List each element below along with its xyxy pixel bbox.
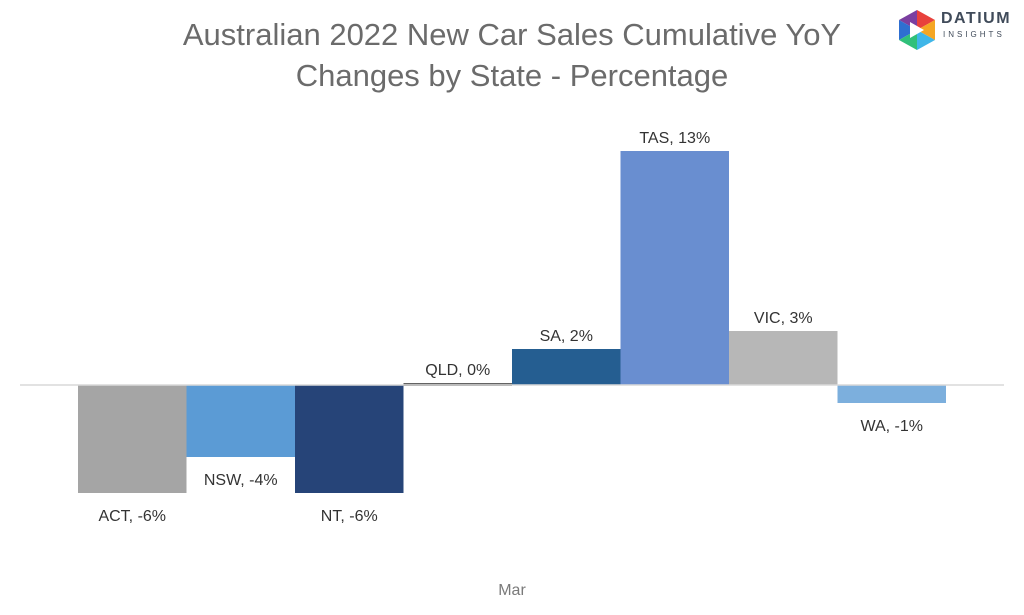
- logo-subtext: INSIGHTS: [943, 30, 1005, 39]
- x-axis-category-label: Mar: [498, 582, 526, 599]
- data-label-nsw: NSW, -4%: [204, 472, 278, 489]
- chart-title-line-1: Australian 2022 New Car Sales Cumulative…: [182, 17, 842, 52]
- bar-act: [78, 385, 187, 493]
- bar-nt: [295, 385, 404, 493]
- data-label-tas: TAS, 13%: [639, 130, 710, 147]
- data-label-wa: WA, -1%: [860, 418, 923, 435]
- bar-sa: [512, 349, 621, 385]
- data-label-act: ACT, -6%: [98, 508, 166, 525]
- data-label-qld: QLD, 0%: [425, 362, 490, 379]
- chart-title-line-2: Changes by State - Percentage: [295, 58, 729, 93]
- data-label-vic: VIC, 3%: [754, 310, 813, 327]
- bar-wa: [837, 385, 946, 403]
- datium-logo-icon: [899, 10, 935, 50]
- data-label-nt: NT, -6%: [321, 508, 378, 525]
- bar-tas: [620, 151, 729, 385]
- bar-nsw: [186, 385, 295, 457]
- datium-logo: DATIUM INSIGHTS: [897, 8, 1017, 52]
- data-label-sa: SA, 2%: [540, 328, 593, 345]
- chart-title: Australian 2022 New Car Sales Cumulative…: [100, 14, 924, 96]
- logo-wordmark: DATIUM: [941, 10, 1012, 27]
- bar-vic: [729, 331, 838, 385]
